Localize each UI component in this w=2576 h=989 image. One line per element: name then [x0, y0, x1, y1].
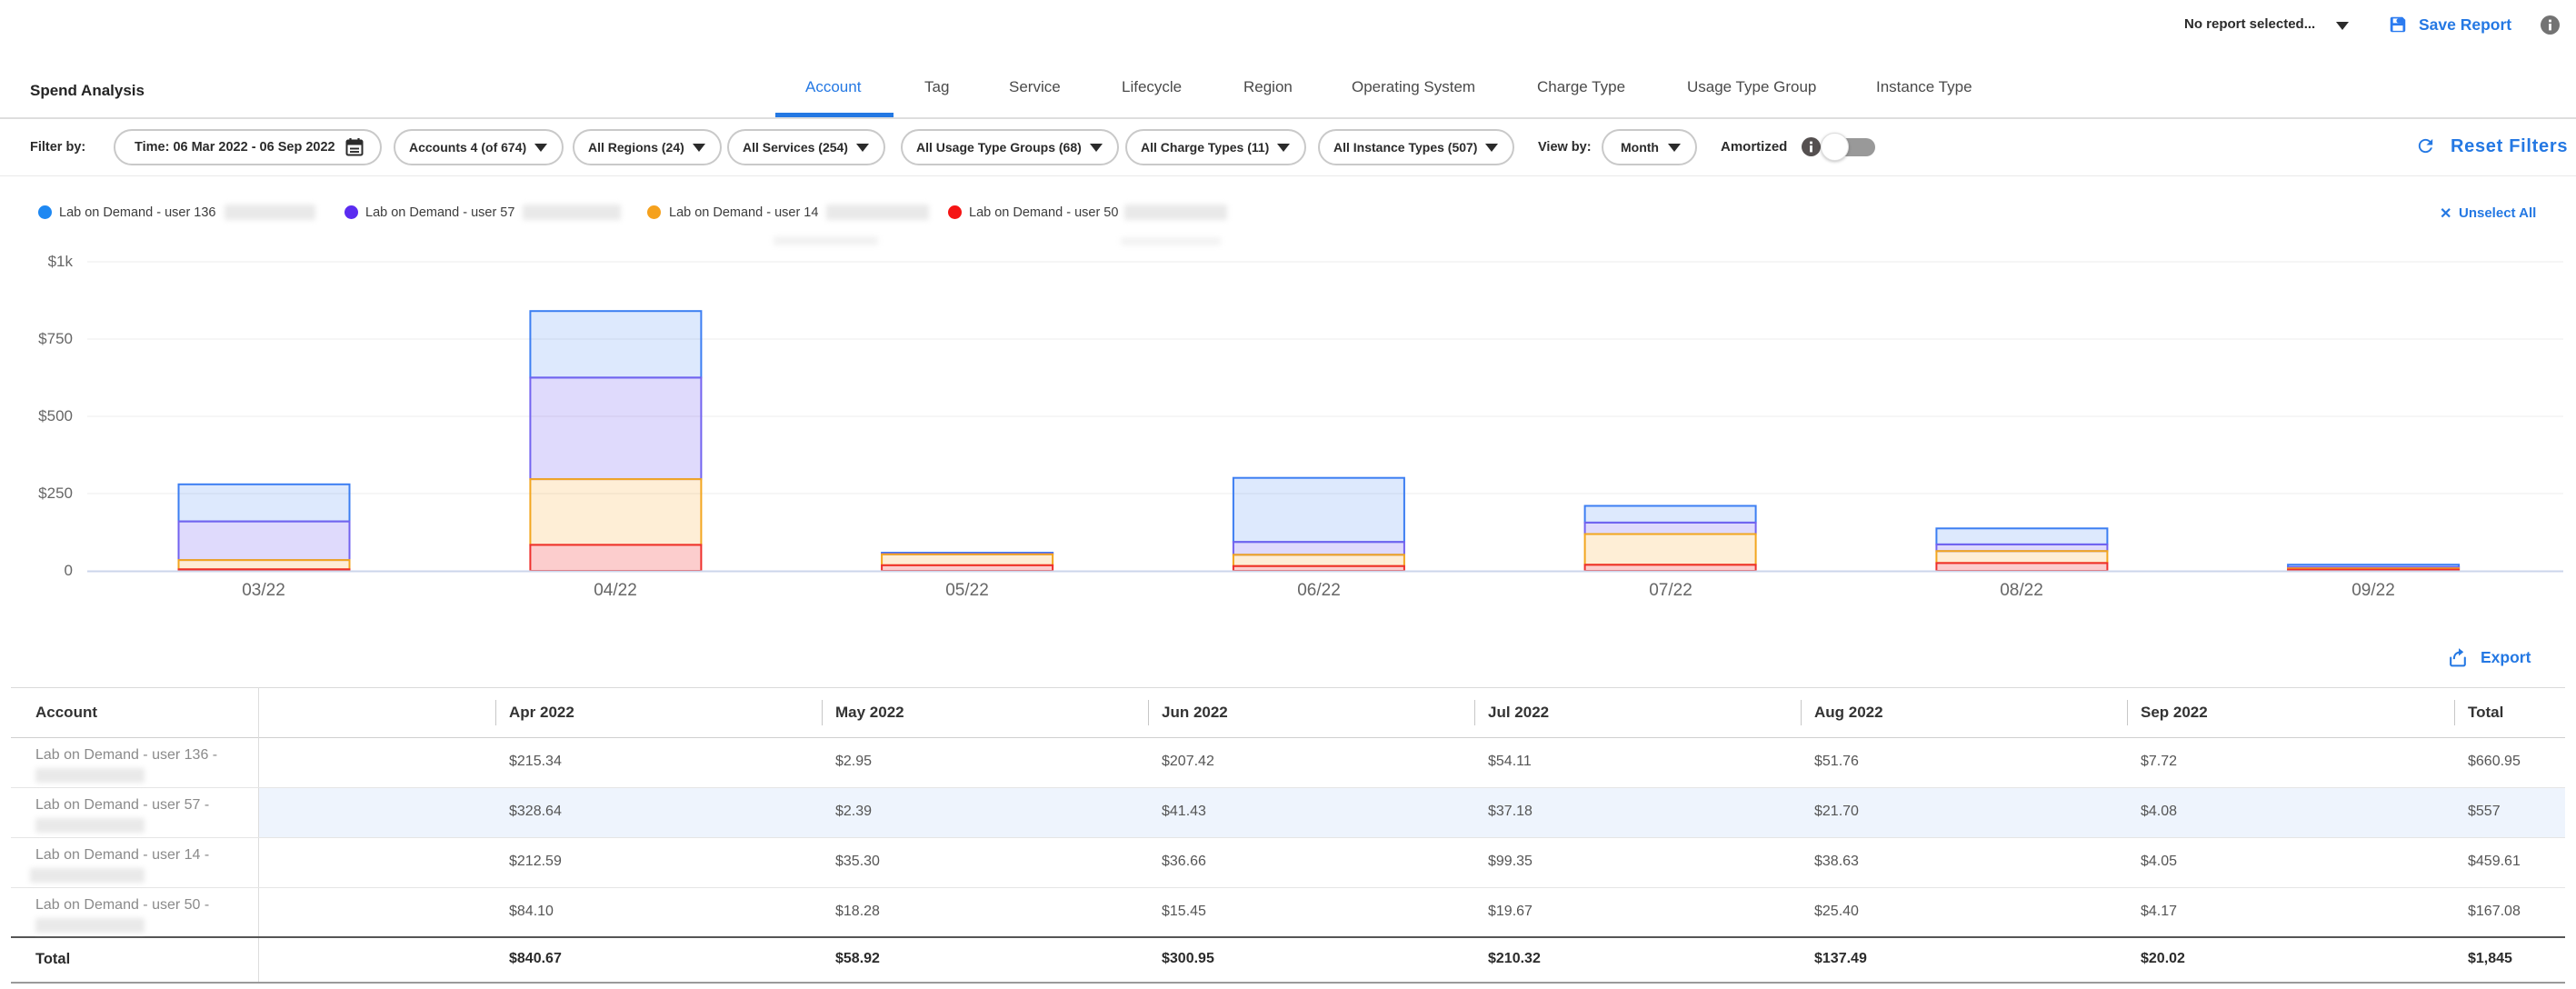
svg-text:$750: $750: [38, 330, 73, 347]
svg-text:03/22: 03/22: [242, 581, 285, 600]
svg-text:09/22: 09/22: [2351, 581, 2395, 600]
svg-text:06/22: 06/22: [1297, 581, 1341, 600]
svg-text:$250: $250: [38, 485, 73, 502]
svg-text:07/22: 07/22: [1649, 581, 1692, 600]
svg-text:04/22: 04/22: [594, 581, 637, 600]
svg-text:0: 0: [65, 562, 73, 579]
svg-text:$1k: $1k: [48, 253, 74, 270]
svg-text:$500: $500: [38, 407, 73, 425]
svg-text:08/22: 08/22: [2000, 581, 2043, 600]
svg-text:05/22: 05/22: [945, 581, 989, 600]
